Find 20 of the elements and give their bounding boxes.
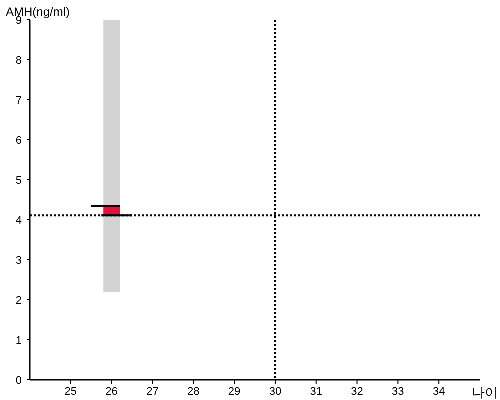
x-tick-label: 25 xyxy=(64,386,78,398)
x-tick-label: 33 xyxy=(392,386,404,398)
y-tick-label: 2 xyxy=(16,295,22,307)
x-tick-label: 28 xyxy=(188,386,200,398)
y-tick-label: 1 xyxy=(16,335,22,347)
x-tick-label: 30 xyxy=(269,386,282,398)
x-tick-label: 32 xyxy=(351,386,364,398)
y-tick-label: 8 xyxy=(16,55,22,67)
x-tick-label: 31 xyxy=(310,386,322,398)
y-tick-label: 5 xyxy=(16,175,22,187)
x-tick-label: 26 xyxy=(106,386,118,398)
x-tick-label: 27 xyxy=(146,386,159,398)
y-tick-label: 3 xyxy=(16,255,22,267)
y-tick-label: 6 xyxy=(16,135,22,147)
x-tick-label: 29 xyxy=(228,386,241,398)
x-tick-label: 34 xyxy=(432,386,446,398)
y-tick-label: 7 xyxy=(16,95,22,107)
x-axis-title: 나이 xyxy=(472,386,498,400)
y-tick-label: 4 xyxy=(16,215,22,227)
y-tick-label: 0 xyxy=(16,375,22,387)
